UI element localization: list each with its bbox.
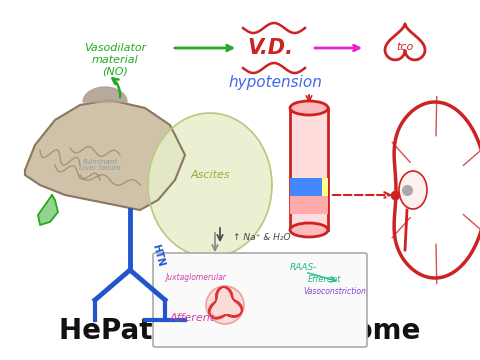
Text: RAAS-: RAAS- [290, 264, 317, 273]
Ellipse shape [290, 101, 328, 115]
Ellipse shape [290, 223, 328, 237]
Polygon shape [38, 195, 58, 225]
Polygon shape [25, 100, 185, 210]
Text: HTN: HTN [150, 243, 166, 267]
Polygon shape [394, 102, 480, 278]
Polygon shape [385, 24, 425, 60]
Polygon shape [83, 87, 127, 102]
FancyBboxPatch shape [153, 253, 367, 347]
Bar [322, 178, 328, 196]
Bar [290, 178, 328, 196]
Text: HePatorenal Syndrome: HePatorenal Syndrome [60, 317, 420, 345]
Text: Vasodilator
material
(NO): Vasodilator material (NO) [84, 44, 146, 77]
Text: Efferent: Efferent [308, 275, 341, 284]
Text: ↑ Na⁺ & H₂O: ↑ Na⁺ & H₂O [233, 233, 290, 242]
Text: Afferent: Afferent [170, 313, 215, 323]
Text: hypotension: hypotension [228, 75, 322, 90]
Ellipse shape [399, 171, 427, 209]
Text: Vasoconstriction: Vasoconstriction [303, 288, 366, 297]
Text: tco: tco [396, 42, 414, 52]
Text: Ascites: Ascites [190, 170, 230, 180]
Bar [290, 196, 328, 214]
Bar [290, 108, 328, 230]
Text: Fulminant
Liver failure: Fulminant Liver failure [79, 158, 121, 171]
Text: V.D.: V.D. [247, 38, 293, 58]
Text: Juxtaglomerular: Juxtaglomerular [165, 274, 226, 283]
Polygon shape [148, 113, 272, 257]
Ellipse shape [206, 286, 244, 324]
